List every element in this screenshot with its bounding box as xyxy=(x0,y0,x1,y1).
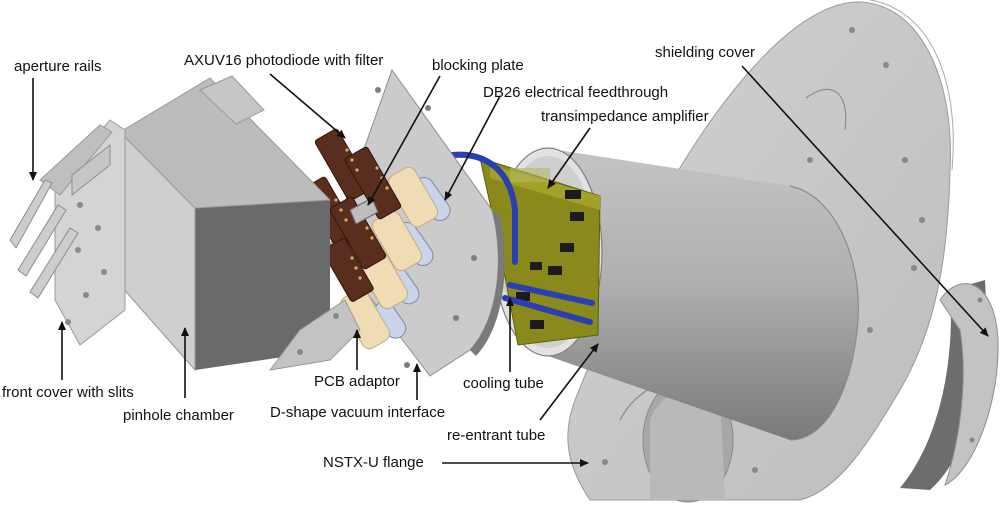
label-axuv16-photodiode: AXUV16 photodiode with filter xyxy=(184,52,384,69)
leader-arrows xyxy=(29,65,989,467)
label-aperture-rails: aperture rails xyxy=(14,58,102,75)
label-d-shape-interface: D-shape vacuum interface xyxy=(270,404,446,421)
pcb-adaptor xyxy=(339,166,439,350)
label-shielding-cover: shielding cover xyxy=(655,44,756,61)
label-nstx-flange: NSTX-U flange xyxy=(323,454,424,471)
pinhole-chamber xyxy=(119,75,361,372)
aperture-rails xyxy=(9,179,79,299)
label-pinhole-chamber: pinhole chamber xyxy=(123,407,234,424)
front-cover xyxy=(39,119,126,346)
label-blocking-plate: blocking plate xyxy=(432,57,524,74)
label-front-cover: front cover with slits xyxy=(2,384,134,401)
label-db26-feedthrough: DB26 electrical feedthrough xyxy=(483,84,669,101)
label-transimpedance-amplifier: transimpedance amplifier xyxy=(541,108,709,125)
cooling-tube xyxy=(442,151,595,325)
label-cooling-tube: cooling tube xyxy=(463,375,544,392)
label-pcb-adaptor: PCB adaptor xyxy=(314,373,400,390)
label-re-entrant-tube: re-entrant tube xyxy=(447,427,546,444)
axuv16-photodiodes xyxy=(302,128,402,302)
